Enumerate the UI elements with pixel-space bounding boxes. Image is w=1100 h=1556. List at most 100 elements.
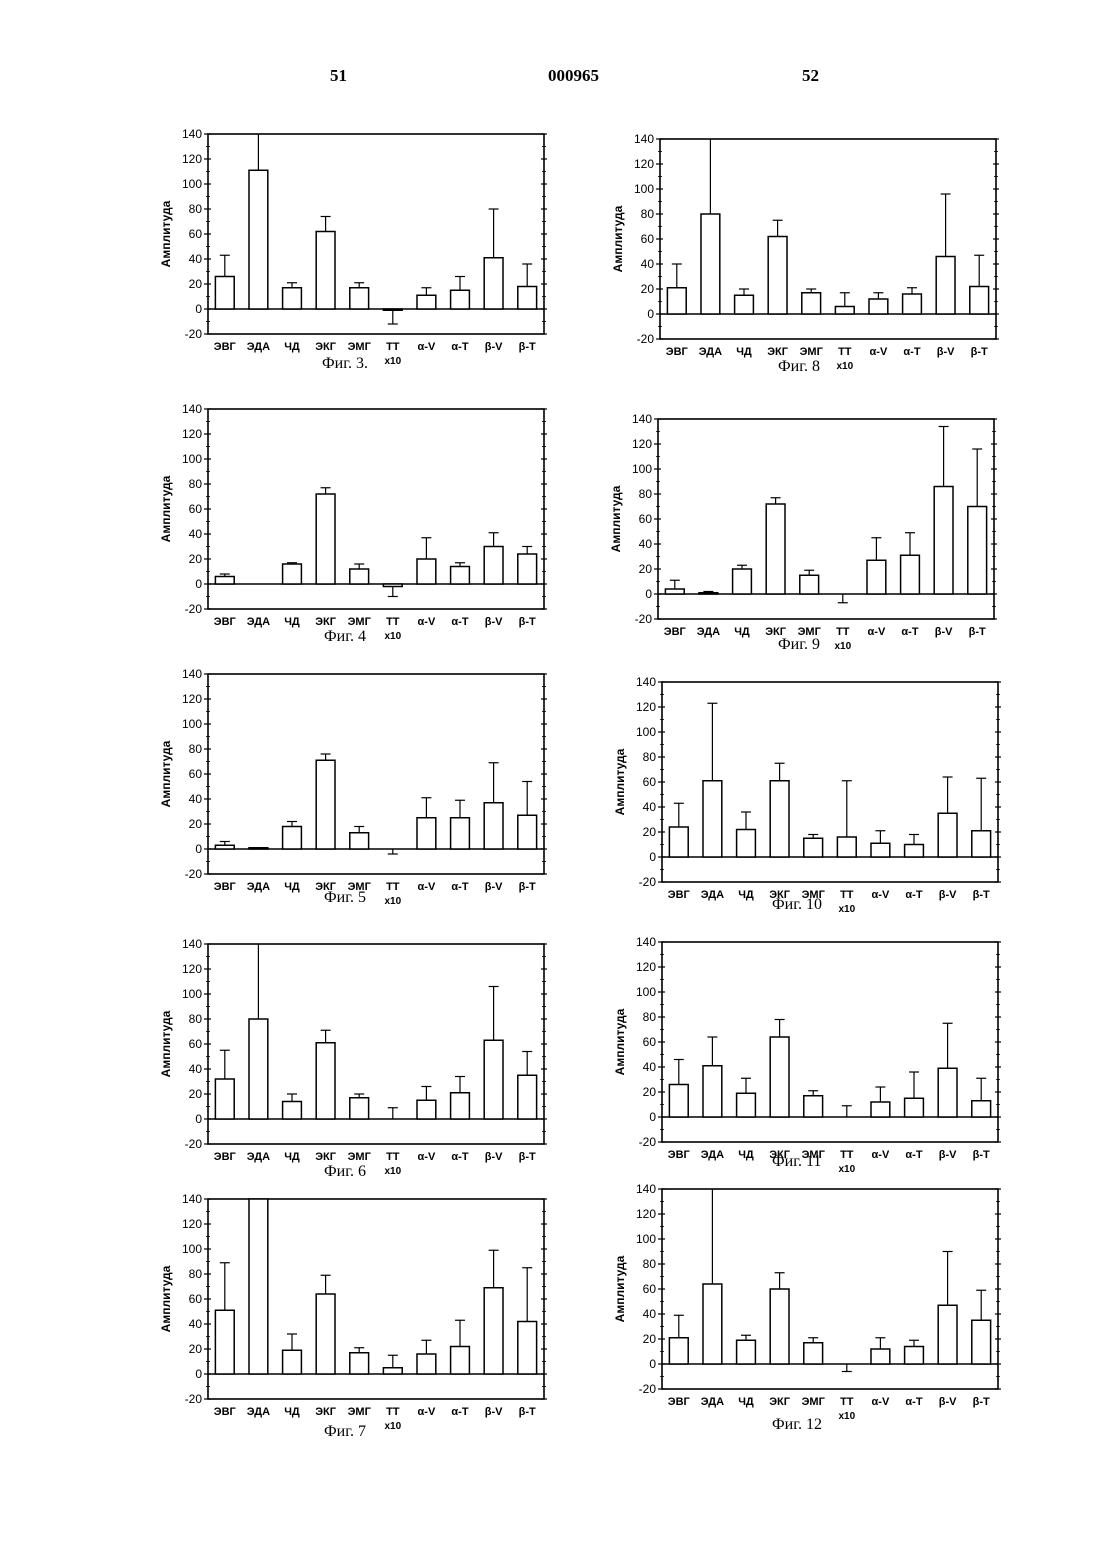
- y-tick-label: -20: [185, 867, 203, 881]
- y-tick-label: 0: [195, 577, 202, 591]
- bar: [417, 1354, 436, 1374]
- x-tick-label: α-T: [451, 616, 468, 628]
- y-tick-label: 60: [641, 232, 655, 246]
- chart-panel: 140120100806040200-20АмплитудаЭВГЭДАЧДЭК…: [150, 395, 550, 630]
- y-tick-label: 120: [182, 427, 202, 441]
- bar: [316, 1294, 335, 1374]
- x-tick-label: ЭМГ: [800, 346, 824, 358]
- x-tick-label: ТТ: [386, 1406, 400, 1418]
- y-tick-label: 80: [189, 742, 203, 756]
- x-tick-label: α-V: [870, 346, 888, 358]
- page-number-right: 52: [802, 66, 819, 86]
- x-tick-sublabel: x10: [834, 641, 851, 652]
- bar: [451, 567, 470, 585]
- bar: [770, 1289, 789, 1364]
- y-tick-label: 140: [632, 412, 652, 426]
- bar: [667, 288, 686, 314]
- x-tick-label: ЧД: [284, 616, 300, 628]
- bar-chart: 140120100806040200-20АмплитудаЭВГЭДАЧДЭК…: [150, 120, 550, 355]
- y-tick-label: 60: [189, 1292, 203, 1306]
- y-tick-label: 100: [634, 182, 654, 196]
- bar: [215, 1310, 234, 1374]
- y-tick-label: 140: [636, 1182, 656, 1196]
- y-tick-label: 60: [643, 1035, 657, 1049]
- x-tick-label: α-T: [451, 1151, 468, 1163]
- y-tick-label: 0: [649, 1357, 656, 1371]
- y-tick-label: -20: [639, 1382, 657, 1396]
- bar: [283, 564, 302, 584]
- y-tick-label: -20: [635, 612, 653, 626]
- y-tick-label: 60: [189, 767, 203, 781]
- figure-caption: Фиг. 6: [324, 1163, 366, 1181]
- x-tick-label: β-T: [969, 626, 986, 638]
- y-tick-label: 20: [643, 1085, 657, 1099]
- bar: [417, 559, 436, 584]
- x-tick-label: α-T: [905, 1396, 922, 1408]
- bar: [484, 1288, 503, 1374]
- x-tick-label: β-V: [937, 346, 955, 358]
- y-axis-label: Амплитуда: [611, 205, 625, 272]
- x-tick-label: ЭКГ: [769, 1396, 791, 1408]
- bar: [484, 547, 503, 585]
- bar: [871, 843, 890, 857]
- x-tick-label: ЭВГ: [668, 1396, 691, 1408]
- x-tick-sublabel: x10: [838, 904, 855, 915]
- x-tick-label: ЧД: [734, 626, 750, 638]
- y-tick-label: -20: [637, 332, 655, 346]
- x-tick-label: β-T: [973, 1149, 990, 1161]
- x-tick-label: ЭДА: [247, 1406, 270, 1418]
- x-tick-label: α-V: [872, 889, 890, 901]
- x-tick-label: ЭДА: [701, 1149, 724, 1161]
- y-tick-label: 40: [643, 1307, 657, 1321]
- bar: [903, 294, 922, 314]
- x-tick-sublabel: x10: [384, 1421, 401, 1432]
- bar: [451, 1093, 470, 1119]
- bar: [215, 277, 234, 310]
- x-tick-label: ЭМГ: [348, 1151, 372, 1163]
- document-number: 000965: [548, 66, 599, 86]
- y-tick-label: 60: [639, 512, 653, 526]
- y-tick-label: 0: [195, 1367, 202, 1381]
- bar: [383, 584, 402, 587]
- bar-chart: 140120100806040200-20АмплитудаЭВГЭДАЧДЭК…: [600, 405, 1000, 640]
- bar: [451, 818, 470, 849]
- y-tick-label: 40: [189, 527, 203, 541]
- bar: [871, 1349, 890, 1364]
- y-tick-label: 100: [632, 462, 652, 476]
- y-tick-label: 80: [639, 487, 653, 501]
- x-tick-label: ТТ: [386, 881, 400, 893]
- x-tick-sublabel: x10: [384, 631, 401, 642]
- bar: [733, 569, 752, 594]
- bar: [383, 1368, 402, 1374]
- x-tick-label: α-V: [418, 341, 436, 353]
- page-number-left: 51: [330, 66, 347, 86]
- bar-chart: 140120100806040200-20АмплитудаЭВГЭДАЧДЭК…: [150, 1185, 550, 1420]
- y-tick-label: 120: [182, 962, 202, 976]
- x-tick-label: ЧД: [284, 1406, 300, 1418]
- y-tick-label: 140: [182, 667, 202, 681]
- x-tick-label: β-V: [485, 616, 503, 628]
- chart-panel: 140120100806040200-20АмплитудаЭВГЭДАЧДЭК…: [150, 660, 550, 895]
- x-tick-label: ЭДА: [247, 616, 270, 628]
- y-tick-label: 20: [189, 277, 203, 291]
- x-tick-sublabel: x10: [836, 361, 853, 372]
- x-tick-label: ТТ: [840, 889, 854, 901]
- bar: [249, 1019, 268, 1119]
- bar: [283, 1102, 302, 1120]
- bar: [665, 589, 684, 594]
- x-tick-label: β-V: [939, 1396, 957, 1408]
- y-tick-label: 20: [189, 1342, 203, 1356]
- x-tick-label: β-V: [485, 1406, 503, 1418]
- x-tick-label: β-T: [973, 889, 990, 901]
- bar: [518, 815, 537, 849]
- x-tick-label: ТТ: [386, 616, 400, 628]
- figure-caption: Фиг. 10: [772, 896, 822, 914]
- bar: [972, 1320, 991, 1364]
- y-tick-label: 100: [182, 717, 202, 731]
- bar: [804, 1096, 823, 1117]
- x-tick-label: ЭКГ: [315, 616, 337, 628]
- y-tick-label: 0: [195, 1112, 202, 1126]
- y-tick-label: 40: [643, 1060, 657, 1074]
- bar: [936, 257, 955, 315]
- bar: [451, 1347, 470, 1375]
